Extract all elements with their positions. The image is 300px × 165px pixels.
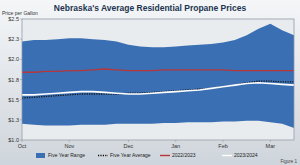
x-tick [22,140,23,142]
legend-label: 2022/2023 [172,152,196,158]
x-tick-label: Nov [64,143,74,149]
x-tick-label: Mar [266,143,276,149]
background [0,0,300,165]
y-tick-label: $2.3 [8,36,19,42]
x-tick [223,140,224,142]
annotation: Figure 1 [280,159,297,164]
plot-area [22,19,294,140]
x-tick-label: Oct [18,143,27,149]
series-line [22,81,294,98]
x-tick-label: Dec [124,143,134,149]
range-area [22,24,294,128]
x-tick [69,140,70,142]
chart: Nebraska's Average Residential Propane P… [0,0,300,165]
y-tick-label: $1.8 [8,77,19,83]
legend-swatch [160,155,170,156]
legend-swatch [98,155,108,156]
series-line [22,69,294,72]
y-tick-label: $2.0 [8,56,19,62]
x-tick [128,140,129,142]
legend-swatch [222,155,232,156]
y-tick-label: $1.5 [8,97,19,103]
title: Nebraska's Average Residential Propane P… [54,3,247,13]
y-tick-label: $2.5 [8,16,19,22]
legend-label: Five Year Range [48,152,85,158]
x-tick [270,140,271,142]
x-tick [175,140,176,142]
plot-marks [22,24,294,128]
legend-label: Five Year Average [110,152,151,158]
series-line [22,83,294,95]
x-tick-label: Feb [218,143,227,149]
y-tick-label: $1.3 [8,117,19,123]
legend-label: 2023/2024 [234,152,258,158]
x-tick-label: Jan [171,143,180,149]
legend-swatch [36,153,45,158]
plot-frame [22,19,294,140]
